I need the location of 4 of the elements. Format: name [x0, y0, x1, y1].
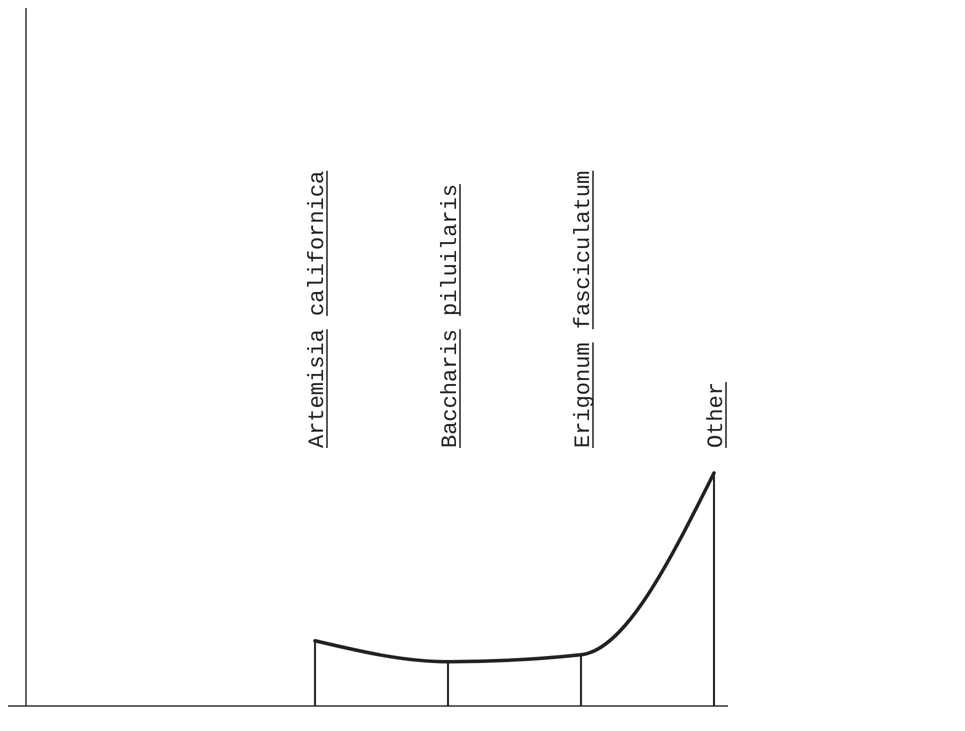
x-tick-label: Baccharis piluilaris [438, 184, 463, 448]
x-tick-label: Other [704, 382, 729, 448]
x-tick-label: Erigonum fasciculatum [571, 170, 596, 448]
x-tick-label: Artemisia californica [305, 170, 330, 448]
